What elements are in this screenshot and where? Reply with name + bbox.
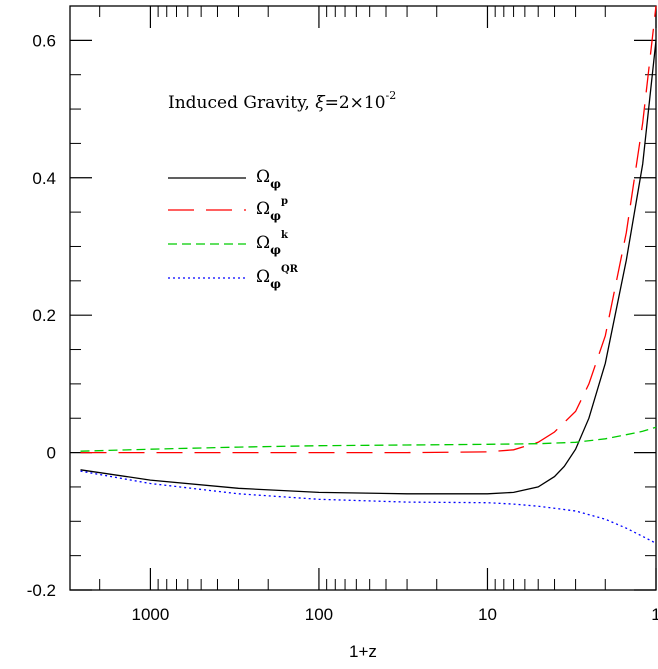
y-tick-label: 0.4 bbox=[32, 169, 56, 188]
legend-omega: Ω bbox=[256, 267, 270, 287]
series-line-1 bbox=[80, 5, 657, 454]
plot-frame bbox=[69, 5, 657, 591]
annotation-exponent: -2 bbox=[386, 89, 397, 102]
y-tick-label: 0.2 bbox=[32, 306, 56, 325]
series-line-0 bbox=[80, 40, 657, 495]
x-tick-label: 1000 bbox=[131, 605, 169, 624]
x-tick-label: 100 bbox=[305, 605, 333, 624]
legend-omega: Ω bbox=[256, 233, 270, 253]
x-axis-label: 1+z bbox=[349, 642, 377, 661]
series-layer bbox=[80, 5, 657, 544]
legend-label-2: Ωφk bbox=[256, 230, 289, 257]
series-line-2 bbox=[80, 426, 657, 452]
y-tick-label: 0.6 bbox=[32, 31, 56, 50]
legend-label-0: Ωφ bbox=[256, 167, 281, 191]
y-tick-label: -0.2 bbox=[27, 581, 56, 600]
chart-annotation: Induced Gravity, ξ=2×10-2 bbox=[168, 89, 396, 113]
legend-sup: QR bbox=[281, 264, 299, 275]
legend-label-1: Ωφp bbox=[256, 196, 288, 223]
series-line-3 bbox=[80, 470, 657, 544]
legend-omega: Ω bbox=[256, 167, 270, 187]
legend-sub: φ bbox=[270, 277, 281, 291]
x-tick-label: 10 bbox=[478, 605, 497, 624]
legend-omega: Ω bbox=[256, 199, 270, 219]
annotation-xi: ξ bbox=[315, 93, 326, 113]
x-tick-label: 1 bbox=[651, 605, 658, 624]
legend-sub: φ bbox=[270, 209, 281, 223]
annotation-equals: =2×10 bbox=[325, 93, 386, 113]
legend-sup: k bbox=[281, 230, 289, 241]
y-tick-label: 0 bbox=[47, 444, 56, 463]
legend-label-3: ΩφQR bbox=[256, 264, 299, 291]
legend-sub: φ bbox=[270, 177, 281, 191]
legend-sub: φ bbox=[270, 243, 281, 257]
legend-sup: p bbox=[281, 196, 288, 207]
annotation-prefix: Induced Gravity, bbox=[168, 93, 315, 113]
axis-ticks: -0.2 0 0.2 0.4 0.6 1000 100 10 1 bbox=[27, 5, 658, 624]
